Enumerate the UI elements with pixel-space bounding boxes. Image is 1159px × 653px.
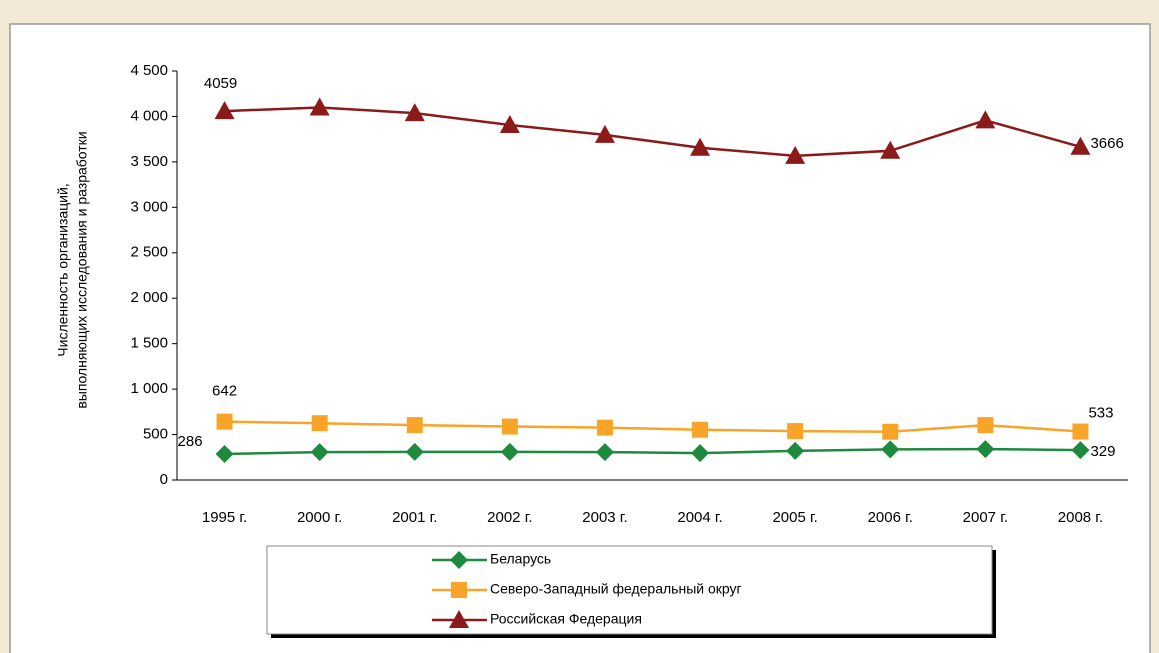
data-label: 329 xyxy=(1090,443,1115,460)
marker xyxy=(214,101,235,120)
x-tick-label: 2007 г. xyxy=(963,509,1008,526)
marker xyxy=(975,110,996,129)
marker xyxy=(785,145,806,164)
marker xyxy=(692,421,709,438)
marker xyxy=(309,97,330,116)
y-tick-label: 500 xyxy=(143,426,168,443)
legend xyxy=(266,545,993,635)
series-line xyxy=(224,447,1081,456)
marker xyxy=(501,418,518,435)
x-tick-label: 2003 г. xyxy=(582,509,627,526)
marker xyxy=(216,413,233,430)
y-tick-label: 1 500 xyxy=(130,335,168,352)
marker xyxy=(976,440,995,459)
legend-marker xyxy=(450,551,468,569)
marker xyxy=(215,445,234,464)
marker xyxy=(881,440,900,459)
marker xyxy=(977,417,994,434)
marker xyxy=(880,140,901,159)
y-tick-label: 2 500 xyxy=(130,244,168,261)
marker xyxy=(499,114,520,133)
marker xyxy=(310,443,329,462)
marker xyxy=(787,423,804,440)
data-label: 3666 xyxy=(1090,135,1123,152)
legend-marker xyxy=(449,610,469,628)
y-tick-label: 3 500 xyxy=(130,153,168,170)
y-tick-label: 2 000 xyxy=(130,289,168,306)
legend-text: Северо-Западный федеральный округ xyxy=(490,581,742,597)
marker xyxy=(406,417,423,434)
y-tick-label: 0 xyxy=(160,471,168,488)
x-tick-label: 2004 г. xyxy=(677,509,722,526)
y-axis-title: выполняющих исследования и разработки xyxy=(74,131,90,408)
marker xyxy=(690,137,711,156)
y-tick-label: 1 000 xyxy=(130,380,168,397)
x-tick-label: 2008 г. xyxy=(1058,509,1103,526)
marker xyxy=(882,423,899,440)
data-label: 4059 xyxy=(204,75,237,92)
marker xyxy=(596,419,613,436)
marker xyxy=(405,442,424,461)
y-tick-label: 3 000 xyxy=(130,198,168,215)
y-axis-title: Численность организаций, xyxy=(55,183,71,356)
legend-text: Российская Федерация xyxy=(490,611,642,627)
x-tick-label: 2006 г. xyxy=(868,509,913,526)
marker xyxy=(1070,136,1091,155)
x-tick-label: 2000 г. xyxy=(297,509,342,526)
marker xyxy=(1072,423,1089,440)
series-line xyxy=(224,106,1081,158)
marker xyxy=(786,441,805,460)
data-label: 642 xyxy=(212,383,237,400)
y-tick-label: 4 000 xyxy=(130,107,168,124)
marker xyxy=(594,124,615,143)
marker xyxy=(1071,441,1090,460)
marker xyxy=(404,103,425,122)
series-line xyxy=(224,420,1081,433)
legend-marker xyxy=(451,582,467,598)
marker xyxy=(595,443,614,462)
legend-text: Беларусь xyxy=(490,551,551,567)
marker xyxy=(691,444,710,463)
x-tick-label: 1995 г. xyxy=(202,509,247,526)
x-tick-label: 2005 г. xyxy=(772,509,817,526)
x-tick-label: 2002 г. xyxy=(487,509,532,526)
marker xyxy=(500,442,519,461)
data-label: 286 xyxy=(178,433,203,450)
marker xyxy=(311,415,328,432)
data-label: 533 xyxy=(1088,405,1113,422)
y-tick-label: 4 500 xyxy=(130,62,168,79)
x-tick-label: 2001 г. xyxy=(392,509,437,526)
